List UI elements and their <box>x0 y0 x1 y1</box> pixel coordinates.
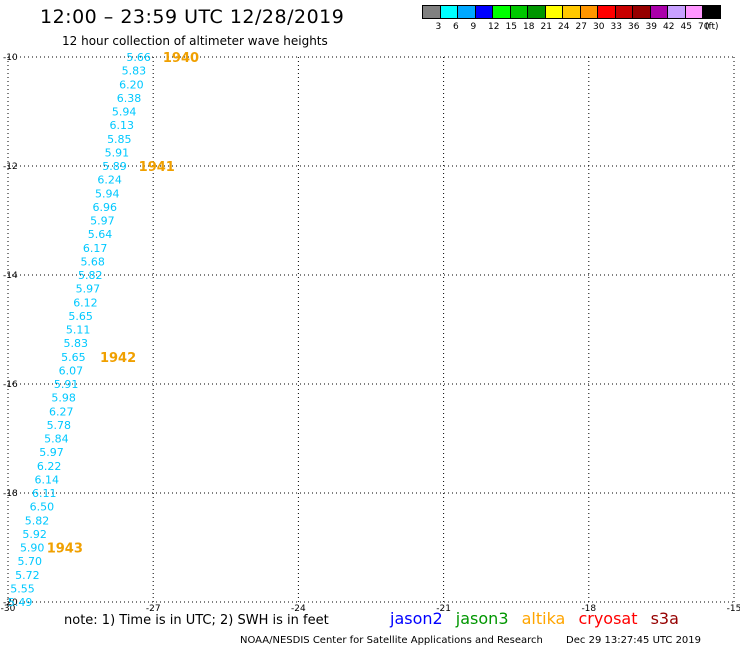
legend-s3a: s3a <box>650 609 679 628</box>
tick-layer: -30 -27 -24 -21 -18 -15 -10 -12 -14 -16 -18 -20 <box>1 53 740 614</box>
swh-value-label: 6.11 <box>32 487 57 500</box>
swh-value-label: 5.82 <box>25 514 50 527</box>
units-note: note: 1) Time is in UTC; 2) SWH is in fe… <box>64 613 329 628</box>
swh-value-label: 6.17 <box>83 242 108 255</box>
swh-value-label: 6.20 <box>119 78 144 91</box>
swh-point-layer: 5.665.836.206.385.946.135.855.915.896.24… <box>8 51 151 609</box>
color-scale-label: 18 <box>523 22 535 32</box>
color-scale-label: 6 <box>453 22 459 32</box>
swh-value-label: 5.49 <box>8 596 33 609</box>
y-tick-label: -20 <box>3 598 18 608</box>
swh-value-label: 5.89 <box>102 160 127 173</box>
color-scale-label: 12 <box>488 22 500 32</box>
color-scale-label: 27 <box>575 22 587 32</box>
x-tick-label: -18 <box>581 604 596 614</box>
color-scale-label: 70 <box>698 22 710 32</box>
legend-jason2: jason2 <box>390 609 443 628</box>
swh-value-label: 5.68 <box>80 255 105 268</box>
pass-time-label: 1943 <box>47 542 83 557</box>
swh-value-label: 5.11 <box>66 324 91 337</box>
swh-value-label: 5.72 <box>15 569 40 582</box>
y-tick-label: -16 <box>3 380 18 390</box>
swh-value-label: 5.65 <box>68 310 93 323</box>
swh-value-label: 6.38 <box>117 92 142 105</box>
swh-value-label: 5.64 <box>88 228 113 241</box>
swh-value-label: 5.97 <box>39 446 64 459</box>
pass-time-label: 1942 <box>100 351 136 366</box>
swh-value-label: 6.13 <box>109 119 134 132</box>
swh-value-label: 6.50 <box>30 501 55 514</box>
swh-value-label: 5.65 <box>61 351 86 364</box>
swh-value-label: 6.07 <box>59 364 84 377</box>
color-swatch <box>702 5 721 19</box>
swh-value-label: 5.78 <box>47 419 72 432</box>
color-scale-label: 24 <box>558 22 570 32</box>
swh-value-label: 6.14 <box>34 473 59 486</box>
swh-value-label: 5.91 <box>54 378 79 391</box>
swh-value-label: 6.27 <box>49 405 74 418</box>
page-title: 12:00 – 23:59 UTC 12/28/2019 <box>40 6 345 28</box>
x-tick-label: -30 <box>1 604 16 614</box>
color-scale-label: 3 <box>435 22 442 32</box>
y-tick-label: -12 <box>3 162 18 172</box>
x-tick-label: -15 <box>727 604 740 614</box>
swh-value-label: 6.22 <box>37 460 62 473</box>
pass-time-label: 1940 <box>163 51 199 66</box>
legend-cryosat: cryosat <box>578 609 638 628</box>
swh-value-label: 5.92 <box>22 528 47 541</box>
legend-jason3: jason3 <box>455 609 509 628</box>
grid-layer <box>7 56 735 603</box>
swh-value-label: 5.97 <box>76 283 101 296</box>
swh-value-label: 5.70 <box>18 555 43 568</box>
swh-value-label: 5.84 <box>44 433 69 446</box>
swh-value-label: 5.82 <box>78 269 103 282</box>
color-scale-label: 15 <box>505 22 517 32</box>
color-scale-label: 33 <box>610 22 622 32</box>
y-tick-label: -10 <box>3 53 18 63</box>
footer-timestamp: Dec 29 13:27:45 UTC 2019 <box>566 635 702 646</box>
x-tick-label: -21 <box>436 604 451 614</box>
color-scale-label: 45 <box>680 22 692 32</box>
swh-value-label: 5.66 <box>126 51 151 64</box>
swh-value-label: 5.83 <box>64 337 89 350</box>
color-scale-unit: (ft) <box>705 22 719 32</box>
footer: NOAA/NESDIS Center for Satellite Applica… <box>240 635 701 646</box>
color-scale-label: 30 <box>593 22 605 32</box>
y-tick-label: -14 <box>3 271 18 281</box>
time-label-layer: 1940 1941 1942 1943 <box>47 51 199 557</box>
swh-value-label: 5.90 <box>20 542 45 555</box>
swh-value-label: 5.85 <box>107 133 132 146</box>
swh-value-label: 5.55 <box>10 582 35 595</box>
swh-value-label: 5.97 <box>90 215 115 228</box>
footer-credit: NOAA/NESDIS Center for Satellite Applica… <box>240 635 543 646</box>
color-scale-label: 21 <box>540 22 552 32</box>
color-scale-label: 39 <box>645 22 657 32</box>
swh-value-label: 5.83 <box>122 65 147 78</box>
swh-value-label: 6.24 <box>97 174 122 187</box>
swh-value-label: 5.98 <box>51 392 76 405</box>
x-tick-label: -27 <box>146 604 161 614</box>
swh-value-label: 5.91 <box>105 146 130 159</box>
legend-altika: altika <box>521 609 566 628</box>
color-scale-label: 9 <box>470 22 477 32</box>
satellite-legend: jason2 jason3 altika cryosat s3a <box>390 609 687 628</box>
page-subtitle: 12 hour collection of altimeter wave hei… <box>62 34 328 48</box>
y-tick-label: -18 <box>3 489 18 499</box>
swh-value-label: 6.96 <box>93 201 118 214</box>
swh-value-label: 5.94 <box>112 106 137 119</box>
swh-value-label: 5.94 <box>95 187 120 200</box>
swh-value-label: 6.12 <box>73 296 98 309</box>
pass-time-label: 1941 <box>139 160 175 175</box>
color-scale-label: 36 <box>628 22 640 32</box>
color-scale-label: 42 <box>663 22 675 32</box>
x-tick-label: -24 <box>291 604 306 614</box>
